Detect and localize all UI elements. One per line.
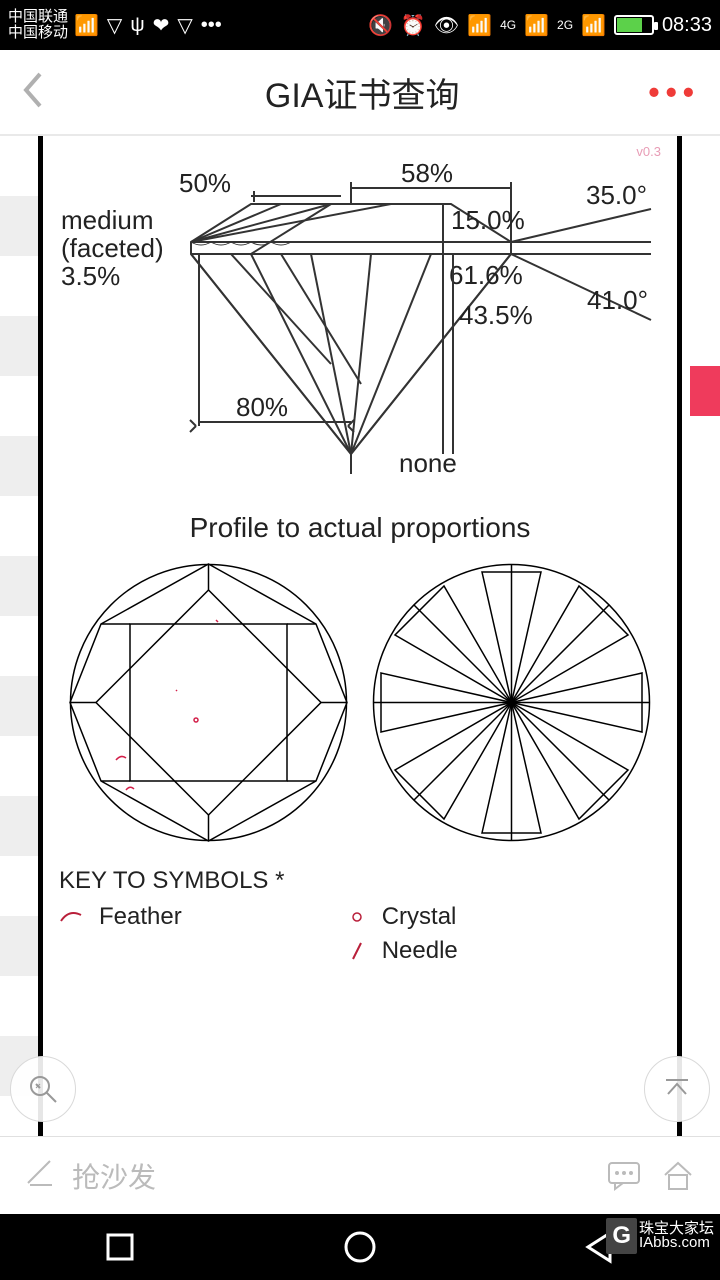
carrier-1: 中国联通 xyxy=(8,9,68,25)
clock: 08:33 xyxy=(662,14,712,37)
scroll-to-top-button[interactable] xyxy=(644,1056,710,1122)
svg-text:58%: 58% xyxy=(401,158,453,188)
back-button[interactable] xyxy=(20,70,46,115)
svg-text:none: none xyxy=(399,448,457,478)
svg-text:medium: medium xyxy=(61,205,153,235)
crystal-icon xyxy=(342,905,372,929)
feather-icon xyxy=(59,905,89,929)
svg-text:43.5%: 43.5% xyxy=(459,300,533,330)
watermark-bottom: IAbbs.com xyxy=(639,1236,714,1250)
battery-icon xyxy=(614,15,654,35)
more-menu-button[interactable]: ••• xyxy=(648,74,700,111)
key-label: Crystal xyxy=(382,903,457,931)
content-area: v0.3 xyxy=(0,136,720,1136)
write-icon[interactable] xyxy=(24,1157,54,1194)
svg-text:15.0%: 15.0% xyxy=(451,205,525,235)
profile-caption: Profile to actual proportions xyxy=(51,512,669,544)
net-2g: 2G xyxy=(557,18,573,32)
svg-text:(faceted): (faceted) xyxy=(61,233,164,263)
watermark: G 珠宝大家坛 IAbbs.com xyxy=(606,1218,714,1254)
app-header: GIA证书查询 ••• xyxy=(0,50,720,136)
net-4g: 4G xyxy=(500,18,516,32)
svg-text:3.5%: 3.5% xyxy=(61,261,120,291)
android-status-bar: 中国联通 中国移动 📶 ▽ ψ ❤ ▽ ••• 🔇 ⏰ 👁 📶 4G 📶 2G … xyxy=(0,0,720,50)
svg-text:41.0°: 41.0° xyxy=(587,285,648,315)
carrier-2: 中国移动 xyxy=(8,25,68,41)
shield-icon: ▽ xyxy=(107,13,122,38)
key-title: KEY TO SYMBOLS * xyxy=(59,867,669,895)
shield2-icon: ▽ xyxy=(177,13,192,38)
status-left: 中国联通 中国移动 📶 ▽ ψ ❤ ▽ ••• xyxy=(8,9,222,41)
heart-icon: ❤ xyxy=(153,13,170,38)
wifi-icon: 📶 xyxy=(74,13,99,38)
plot-crown xyxy=(66,560,351,845)
more-icon: ••• xyxy=(201,14,222,37)
svg-text:50%: 50% xyxy=(179,168,231,198)
svg-text:61.6%: 61.6% xyxy=(449,260,523,290)
home-icon[interactable] xyxy=(660,1158,696,1194)
comment-input[interactable]: 抢沙发 xyxy=(72,1156,588,1196)
diamond-profile-diagram: 50% 58% 35.0° 15.0% 41.0° 61.6% 43.5% me… xyxy=(51,144,671,504)
nav-recent[interactable] xyxy=(100,1227,140,1267)
needle-icon xyxy=(342,939,372,963)
comments-icon[interactable] xyxy=(606,1158,642,1194)
plot-pavilion xyxy=(369,560,654,845)
nav-home[interactable] xyxy=(340,1227,380,1267)
watermark-logo: G xyxy=(606,1218,637,1254)
signal2-icon: 📶 xyxy=(581,13,606,38)
doc-version: v0.3 xyxy=(636,144,661,159)
mute-icon: 🔇 xyxy=(368,13,393,38)
comment-bar: 抢沙发 xyxy=(0,1136,720,1214)
key-to-symbols: KEY TO SYMBOLS * Feather Cr xyxy=(51,867,669,965)
key-label: Feather xyxy=(99,903,182,931)
gia-document[interactable]: v0.3 xyxy=(38,136,682,1136)
wifi2-icon: 📶 xyxy=(467,13,492,38)
clarity-plots xyxy=(51,560,669,845)
background-list-stripes xyxy=(0,136,40,1136)
android-nav-bar: G 珠宝大家坛 IAbbs.com xyxy=(0,1214,720,1280)
alarm-icon: ⏰ xyxy=(401,13,426,38)
svg-text:80%: 80% xyxy=(236,392,288,422)
key-needle: Needle xyxy=(342,937,458,965)
key-crystal: Crystal xyxy=(342,903,458,931)
key-label: Needle xyxy=(382,937,458,965)
zoom-out-button[interactable] xyxy=(10,1056,76,1122)
svg-text:35.0°: 35.0° xyxy=(586,180,647,210)
page-title: GIA证书查询 xyxy=(46,68,648,117)
usb-icon: ψ xyxy=(130,14,144,37)
status-icons-left: 📶 ▽ ψ ❤ ▽ ••• xyxy=(74,13,222,38)
key-feather: Feather xyxy=(59,903,182,931)
eye-icon: 👁 xyxy=(434,13,459,38)
pink-tab xyxy=(690,366,720,416)
signal1-icon: 📶 xyxy=(524,13,549,38)
carrier-labels: 中国联通 中国移动 xyxy=(8,9,68,41)
status-right: 🔇 ⏰ 👁 📶 4G 📶 2G 📶 08:33 xyxy=(368,13,712,38)
